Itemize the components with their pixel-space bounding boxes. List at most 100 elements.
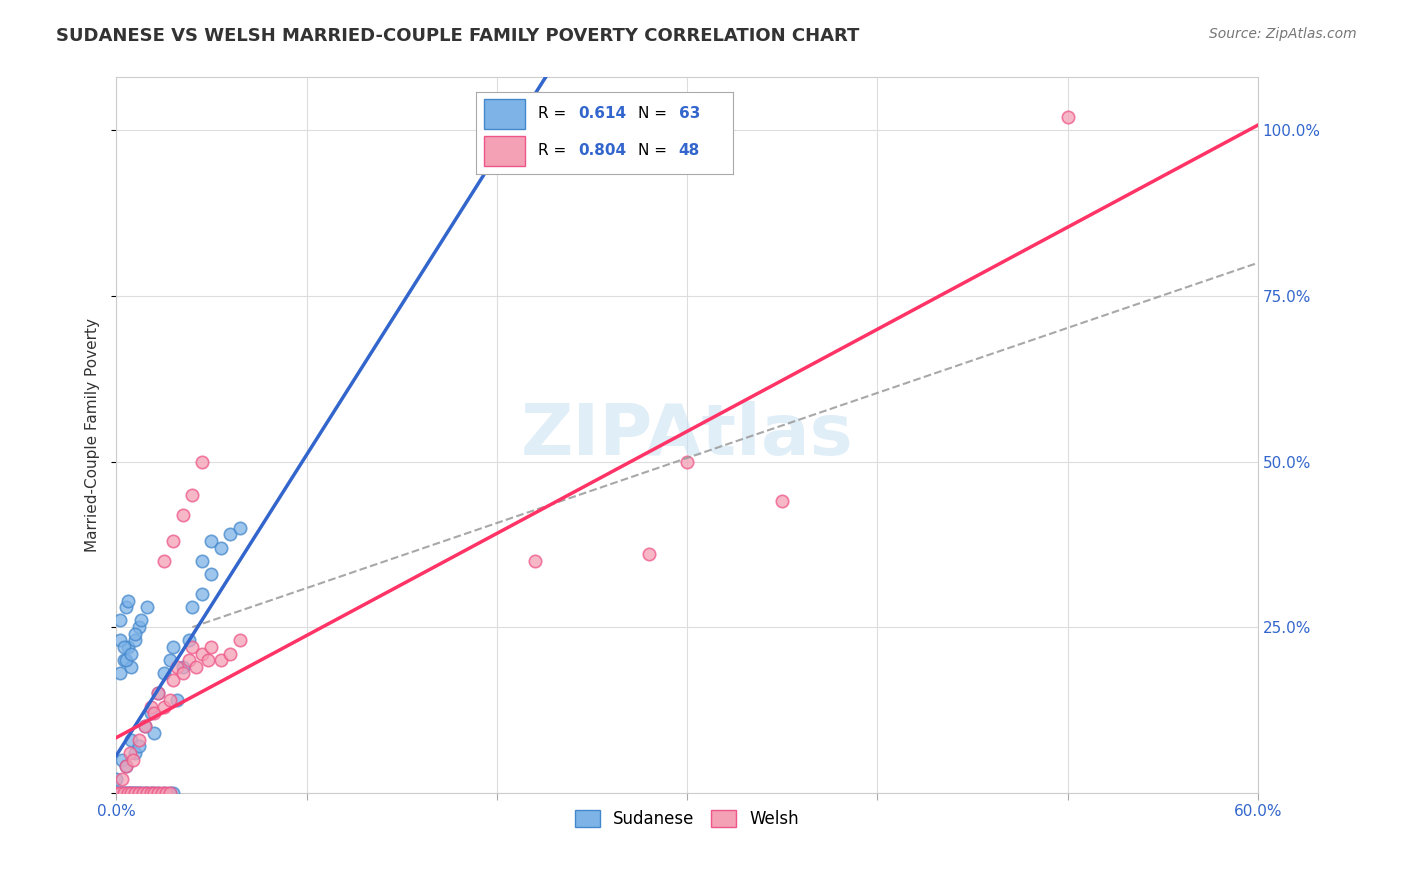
Point <box>127 786 149 800</box>
Point <box>114 600 136 615</box>
Point <box>1056 110 1078 124</box>
Point <box>191 554 214 568</box>
Point <box>166 660 188 674</box>
Point <box>186 660 208 674</box>
Point <box>150 786 173 800</box>
Point <box>108 786 131 800</box>
Point <box>112 640 135 654</box>
Point <box>128 732 150 747</box>
Point <box>181 488 204 502</box>
Point <box>162 673 184 687</box>
Point <box>638 547 661 561</box>
Point <box>200 567 222 582</box>
Point <box>117 786 139 800</box>
Point <box>676 454 699 468</box>
Point <box>200 534 222 549</box>
Point <box>135 786 157 800</box>
Point <box>155 786 177 800</box>
Point <box>146 786 169 800</box>
Point <box>143 726 166 740</box>
Point <box>159 786 181 800</box>
Point <box>111 753 134 767</box>
Point <box>128 786 150 800</box>
Point <box>191 647 214 661</box>
Point <box>153 554 176 568</box>
Point <box>162 786 184 800</box>
Point <box>146 686 169 700</box>
Point <box>105 772 128 787</box>
Point <box>197 653 219 667</box>
Point <box>114 786 136 800</box>
Point <box>219 527 242 541</box>
Point <box>162 640 184 654</box>
Point <box>105 786 128 800</box>
Point <box>111 772 134 787</box>
Point <box>159 653 181 667</box>
Text: Source: ZipAtlas.com: Source: ZipAtlas.com <box>1209 27 1357 41</box>
Point <box>153 699 176 714</box>
Point <box>114 653 136 667</box>
Point <box>108 614 131 628</box>
Point <box>124 746 146 760</box>
Point <box>153 786 176 800</box>
Point <box>219 647 242 661</box>
Point <box>117 786 139 800</box>
Point <box>143 786 166 800</box>
Text: ZIPAtlas: ZIPAtlas <box>520 401 853 469</box>
Point <box>229 521 252 535</box>
Y-axis label: Married-Couple Family Poverty: Married-Couple Family Poverty <box>86 318 100 552</box>
Point <box>105 786 128 800</box>
Point <box>108 666 131 681</box>
Point <box>121 647 143 661</box>
Point <box>122 753 145 767</box>
Point <box>121 786 143 800</box>
Point <box>135 786 157 800</box>
Point <box>523 554 546 568</box>
Point <box>181 600 204 615</box>
Point <box>121 660 143 674</box>
Point <box>111 786 134 800</box>
Point <box>229 633 252 648</box>
Text: SUDANESE VS WELSH MARRIED-COUPLE FAMILY POVERTY CORRELATION CHART: SUDANESE VS WELSH MARRIED-COUPLE FAMILY … <box>56 27 859 45</box>
Point <box>117 640 139 654</box>
Point <box>132 786 155 800</box>
Point <box>112 786 135 800</box>
Point <box>177 653 200 667</box>
Point <box>181 640 204 654</box>
Point <box>129 786 152 800</box>
Point <box>114 759 136 773</box>
Point <box>191 587 214 601</box>
Point <box>166 693 188 707</box>
Point <box>209 541 232 555</box>
Point <box>162 534 184 549</box>
Point <box>200 640 222 654</box>
Point <box>146 786 169 800</box>
Point <box>108 786 131 800</box>
Point <box>209 653 232 667</box>
Point <box>146 686 169 700</box>
Point <box>139 706 162 721</box>
Point <box>129 614 152 628</box>
Point <box>172 660 194 674</box>
Point <box>124 633 146 648</box>
Point <box>172 666 194 681</box>
Point <box>114 759 136 773</box>
Point <box>121 732 143 747</box>
Point <box>177 633 200 648</box>
Point <box>139 699 162 714</box>
Point <box>112 653 135 667</box>
Point <box>117 593 139 607</box>
Legend: Sudanese, Welsh: Sudanese, Welsh <box>568 803 806 834</box>
Point <box>108 633 131 648</box>
Point <box>124 786 146 800</box>
Point <box>770 494 793 508</box>
Point <box>134 719 156 733</box>
Point <box>124 786 146 800</box>
Point <box>172 508 194 522</box>
Point <box>128 786 150 800</box>
Point <box>118 786 141 800</box>
Point <box>135 600 157 615</box>
Point <box>143 706 166 721</box>
Point <box>134 719 156 733</box>
Point <box>118 746 141 760</box>
